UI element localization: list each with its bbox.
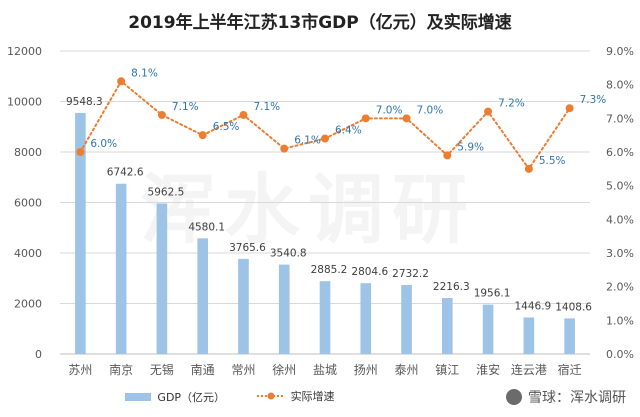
- y-left-tick-label: 4000: [14, 247, 42, 260]
- x-tick-label: 宿迁: [558, 362, 582, 377]
- line-data-label: 7.0%: [417, 104, 444, 116]
- bar-data-label: 2804.6: [351, 266, 388, 278]
- legend-swatch-growth: [256, 391, 285, 401]
- line-point: [484, 107, 493, 116]
- x-tick-label: 常州: [231, 363, 255, 377]
- y-right-tick-label: 8.0%: [606, 79, 634, 92]
- line-data-label: 7.1%: [172, 101, 199, 113]
- bar-data-label: 1408.6: [555, 301, 592, 313]
- bar-data-label: 2885.2: [311, 264, 348, 276]
- bar-data-label: 5962.5: [148, 186, 185, 198]
- bar: [401, 285, 412, 354]
- source-text: 雪球：浑水调研: [528, 390, 626, 406]
- bar: [360, 283, 372, 354]
- line-point: [524, 164, 533, 173]
- line-data-label: 6.0%: [90, 138, 117, 150]
- bar: [75, 112, 86, 354]
- chart-title: 2019年上半年江苏13市GDP（亿元）及实际增速: [128, 13, 512, 33]
- line-data-label: 7.3%: [580, 94, 607, 106]
- legend-item-growth: 实际增速: [256, 388, 335, 404]
- bar: [564, 318, 575, 354]
- line-point: [76, 148, 85, 156]
- line-data-label: 6.1%: [294, 135, 321, 147]
- bar: [523, 317, 535, 354]
- line-data-label: 5.5%: [539, 155, 566, 167]
- bar: [278, 264, 290, 354]
- line-point: [157, 110, 166, 119]
- bar-data-label: 2216.3: [433, 281, 470, 293]
- line-point: [280, 144, 289, 153]
- legend-swatch-gdp: [125, 393, 152, 401]
- bar-data-label: 9548.3: [66, 96, 103, 108]
- y-right-tick-label: 9.0%: [606, 45, 634, 58]
- x-tick-label: 连云港: [511, 362, 547, 377]
- line-point: [402, 114, 411, 123]
- line-point: [321, 134, 329, 143]
- legend: GDP（亿元） 实际增速: [0, 388, 460, 405]
- bar-data-label: 1446.9: [514, 300, 551, 312]
- line-data-label: 5.9%: [457, 141, 484, 153]
- x-tick-label: 南京: [109, 362, 133, 377]
- bar: [482, 304, 494, 354]
- y-right-tick-label: 0.0%: [606, 348, 634, 361]
- y-left-tick-label: 12000: [7, 45, 42, 58]
- y-left-tick-label: 10000: [7, 96, 42, 109]
- bar-data-label: 6742.6: [107, 167, 144, 179]
- bar-data-label: 4580.1: [188, 221, 225, 233]
- bar: [197, 238, 208, 354]
- line-point: [565, 104, 574, 113]
- x-tick-label: 徐州: [272, 362, 296, 377]
- line-point: [239, 110, 248, 119]
- bar-data-label: 3540.8: [270, 248, 307, 260]
- y-right-tick-label: 5.0%: [606, 180, 634, 193]
- line-data-label: 7.0%: [376, 104, 403, 116]
- x-tick-label: 苏州: [68, 363, 92, 377]
- legend-item-gdp: GDP（亿元）: [125, 389, 225, 405]
- line-data-label: 6.5%: [213, 121, 240, 133]
- bar-data-label: 3765.6: [229, 242, 266, 254]
- bar: [319, 281, 331, 354]
- y-left-tick-label: 0: [35, 348, 42, 361]
- x-tick-label: 南通: [191, 362, 215, 377]
- x-tick-label: 镇江: [435, 363, 459, 377]
- snowball-logo-icon: [506, 389, 522, 405]
- line-point: [117, 77, 126, 86]
- line-data-label: 8.1%: [131, 67, 158, 79]
- x-tick-label: 泰州: [395, 363, 419, 377]
- line-data-label: 7.1%: [253, 101, 280, 113]
- y-right-tick-label: 4.0%: [606, 213, 634, 226]
- source-watermark: 雪球：浑水调研: [506, 387, 626, 407]
- line-point: [198, 131, 207, 140]
- bar: [238, 258, 249, 354]
- y-left-tick-label: 8000: [14, 146, 42, 159]
- x-tick-label: 扬州: [354, 362, 378, 377]
- bar-data-label: 2732.2: [392, 268, 429, 280]
- line-point: [443, 151, 452, 160]
- y-left-tick-label: 2000: [14, 298, 42, 311]
- series-line-growth: [79, 79, 571, 171]
- line-data-label: 7.2%: [498, 98, 525, 110]
- y-left-tick-label: 6000: [14, 197, 42, 210]
- y-right-tick-label: 3.0%: [606, 247, 634, 260]
- bar: [115, 183, 127, 354]
- x-tick-label: 淮安: [476, 362, 500, 377]
- y-right-tick-label: 7.0%: [606, 112, 634, 125]
- x-tick-label: 盐城: [313, 363, 337, 377]
- line-point: [361, 114, 370, 123]
- y-right-tick-label: 6.0%: [606, 146, 634, 159]
- legend-label-growth: 实际增速: [290, 390, 335, 403]
- x-tick-label: 无锡: [150, 362, 174, 377]
- legend-label-gdp: GDP（亿元）: [157, 391, 226, 404]
- y-right-tick-label: 2.0%: [606, 281, 634, 294]
- bar: [156, 203, 168, 354]
- y-right-tick-label: 1.0%: [606, 314, 634, 327]
- bar-data-label: 1956.1: [474, 288, 511, 300]
- bar: [442, 298, 453, 354]
- line-data-label: 6.4%: [335, 125, 362, 137]
